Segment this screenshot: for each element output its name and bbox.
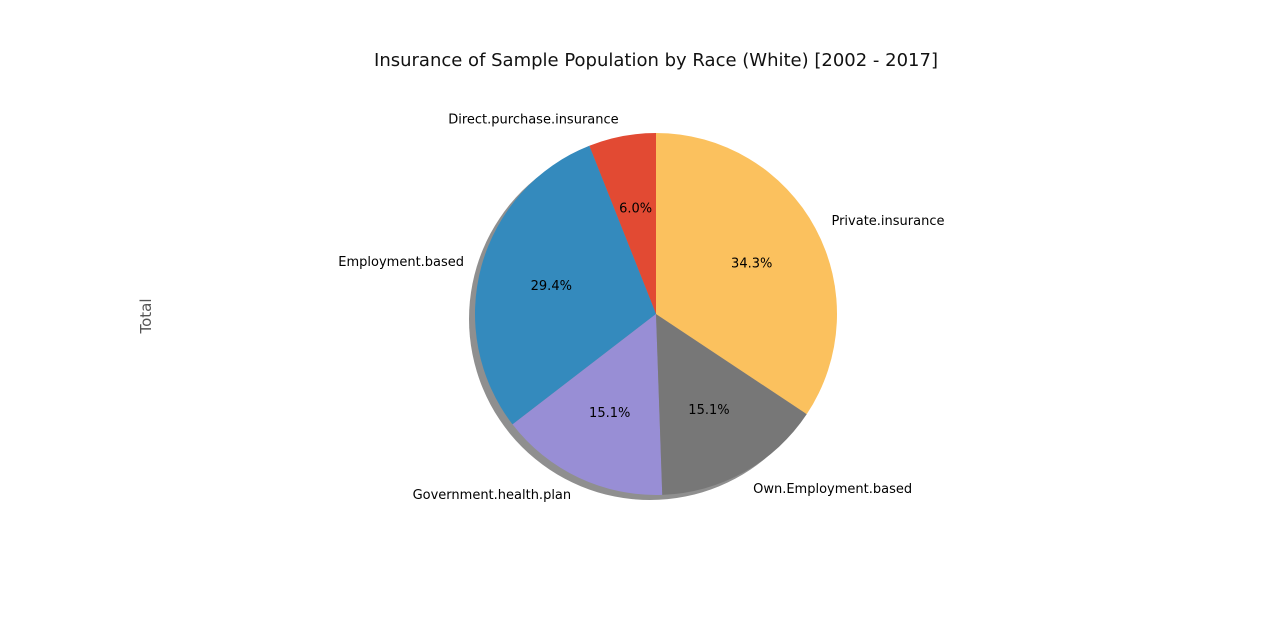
pie-category-label: Own.Employment.based (753, 482, 912, 497)
pie-category-label: Employment.based (338, 255, 464, 270)
pie-category-label: Government.health.plan (413, 488, 572, 503)
pie-category-label: Private.insurance (831, 214, 944, 229)
pie-percent-label: 15.1% (688, 403, 729, 418)
pie-labels: 6.0% Direct.purchase.insurance 29.4% Employ… (338, 112, 944, 503)
pie-slice-direct-purchase-insurance (589, 133, 656, 314)
y-axis-label: Total (137, 298, 155, 334)
pie-slice-own-employment-based (656, 314, 807, 495)
pie-percent-label: 29.4% (531, 279, 572, 294)
chart-title: Insurance of Sample Population by Race (… (374, 50, 938, 71)
pie-slice-employment-based (475, 145, 656, 425)
pie-slices (475, 133, 837, 495)
pie-slice-government-health-plan (512, 314, 663, 495)
pie-percent-label: 34.3% (731, 257, 772, 272)
pie-percent-label: 6.0% (619, 201, 652, 216)
pie-category-label: Direct.purchase.insurance (448, 112, 618, 127)
pie-slice-private-insurance (656, 133, 837, 415)
pie-percent-label: 15.1% (589, 406, 630, 421)
